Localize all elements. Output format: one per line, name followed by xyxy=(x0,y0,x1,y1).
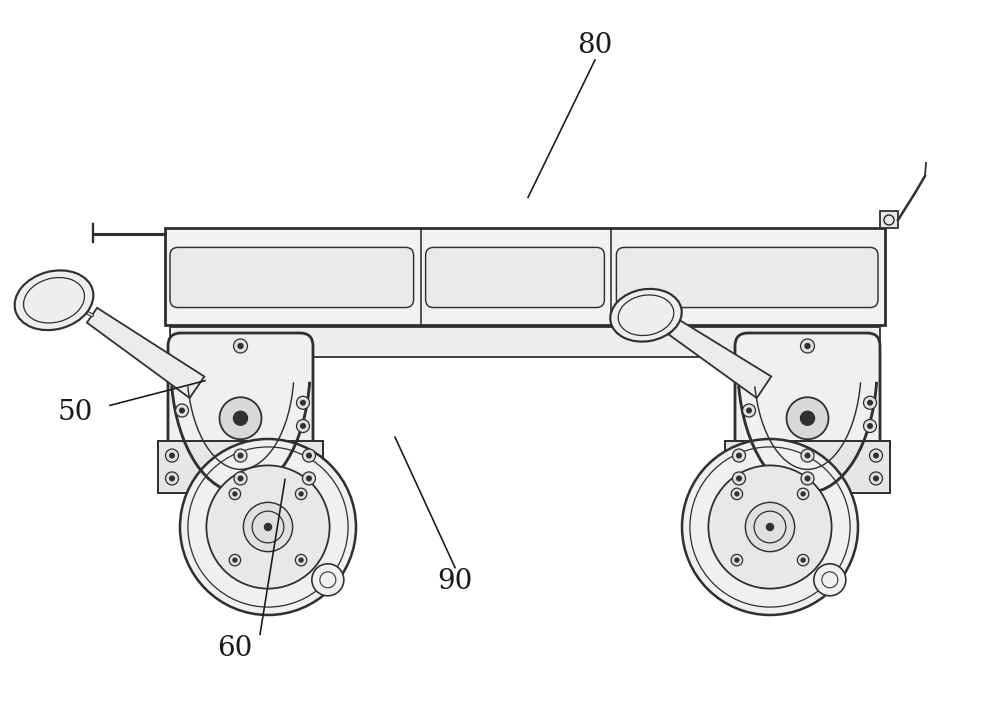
Circle shape xyxy=(801,472,814,485)
Circle shape xyxy=(229,554,241,566)
FancyBboxPatch shape xyxy=(735,333,880,488)
Circle shape xyxy=(874,453,878,458)
Circle shape xyxy=(295,488,307,500)
Circle shape xyxy=(801,492,805,496)
Circle shape xyxy=(870,449,883,462)
Circle shape xyxy=(735,492,739,496)
Circle shape xyxy=(735,558,739,562)
Circle shape xyxy=(299,558,303,562)
Circle shape xyxy=(747,408,751,412)
Circle shape xyxy=(708,465,832,589)
Circle shape xyxy=(296,419,310,432)
Bar xyxy=(725,441,890,493)
Circle shape xyxy=(233,411,247,425)
Circle shape xyxy=(868,424,872,428)
Bar xyxy=(880,211,898,228)
Circle shape xyxy=(682,439,858,615)
Circle shape xyxy=(170,453,174,458)
Circle shape xyxy=(238,453,243,458)
Circle shape xyxy=(742,404,756,417)
Text: 90: 90 xyxy=(437,568,473,595)
Circle shape xyxy=(312,564,344,596)
Circle shape xyxy=(243,503,293,551)
Bar xyxy=(170,327,880,357)
Bar xyxy=(165,228,885,325)
Circle shape xyxy=(868,400,872,405)
FancyBboxPatch shape xyxy=(168,333,313,488)
Polygon shape xyxy=(754,470,816,493)
Circle shape xyxy=(797,488,809,500)
Circle shape xyxy=(801,449,814,462)
Circle shape xyxy=(805,343,810,348)
Circle shape xyxy=(264,524,272,531)
Circle shape xyxy=(800,339,814,353)
Circle shape xyxy=(219,397,262,439)
Circle shape xyxy=(233,492,237,496)
Circle shape xyxy=(170,476,174,481)
Circle shape xyxy=(307,453,311,458)
Circle shape xyxy=(731,554,743,566)
Circle shape xyxy=(180,439,356,615)
Circle shape xyxy=(233,558,237,562)
Circle shape xyxy=(805,453,810,458)
Text: 60: 60 xyxy=(217,635,253,662)
Circle shape xyxy=(737,453,741,458)
Circle shape xyxy=(299,492,303,496)
Circle shape xyxy=(801,558,805,562)
Bar xyxy=(158,441,323,493)
Circle shape xyxy=(206,465,330,589)
Polygon shape xyxy=(669,320,771,398)
Text: 50: 50 xyxy=(57,399,93,426)
Ellipse shape xyxy=(15,271,93,330)
Circle shape xyxy=(307,476,311,481)
Circle shape xyxy=(180,408,184,412)
Circle shape xyxy=(863,396,876,409)
Circle shape xyxy=(814,564,846,596)
Ellipse shape xyxy=(610,289,682,342)
Circle shape xyxy=(165,449,178,462)
Circle shape xyxy=(797,554,809,566)
Circle shape xyxy=(238,476,243,481)
Circle shape xyxy=(302,449,315,462)
Circle shape xyxy=(737,476,741,481)
FancyBboxPatch shape xyxy=(616,247,878,307)
Circle shape xyxy=(805,476,810,481)
Circle shape xyxy=(234,449,247,462)
Circle shape xyxy=(732,449,746,462)
Polygon shape xyxy=(205,470,290,493)
Circle shape xyxy=(301,400,305,405)
Circle shape xyxy=(786,397,828,439)
Circle shape xyxy=(296,396,310,409)
Circle shape xyxy=(165,472,178,485)
Circle shape xyxy=(175,404,188,417)
Circle shape xyxy=(302,472,315,485)
Circle shape xyxy=(745,503,795,551)
Circle shape xyxy=(731,488,743,500)
Circle shape xyxy=(238,343,243,348)
Circle shape xyxy=(234,472,247,485)
Circle shape xyxy=(295,554,307,566)
Circle shape xyxy=(233,339,247,353)
Circle shape xyxy=(766,524,774,531)
Text: 80: 80 xyxy=(577,32,613,59)
FancyBboxPatch shape xyxy=(170,247,414,307)
Circle shape xyxy=(870,472,883,485)
Circle shape xyxy=(229,488,241,500)
Polygon shape xyxy=(87,308,204,398)
Circle shape xyxy=(800,411,814,425)
Circle shape xyxy=(863,419,876,432)
Circle shape xyxy=(301,424,305,428)
Circle shape xyxy=(874,476,878,481)
Circle shape xyxy=(732,472,746,485)
FancyBboxPatch shape xyxy=(426,247,604,307)
